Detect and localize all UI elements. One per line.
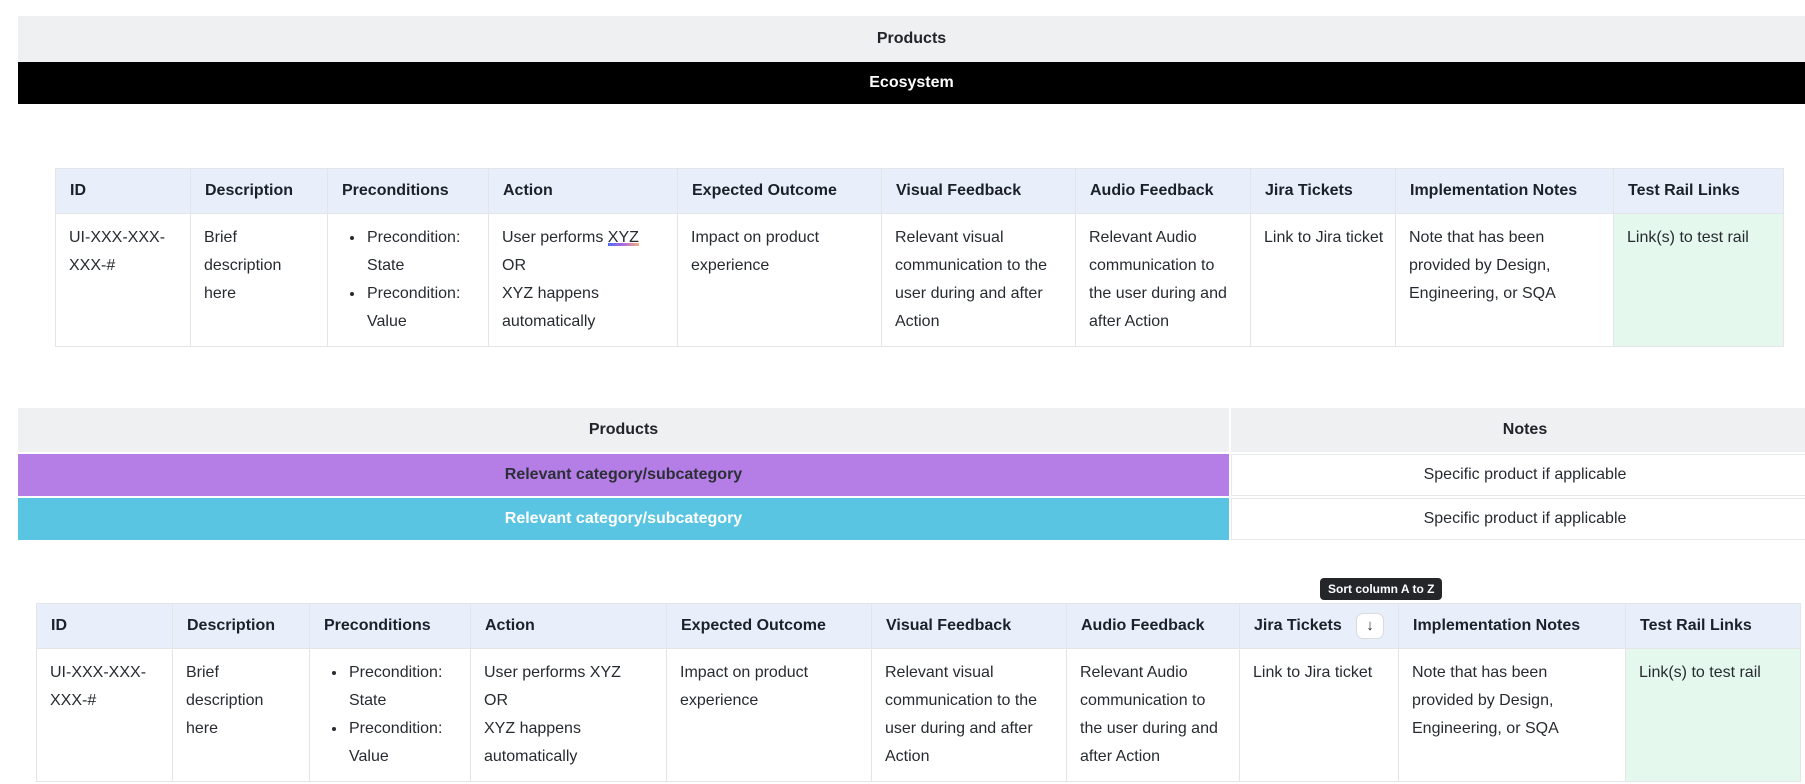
col-header-description: Description [191,169,328,214]
action-alt: XYZ happens automatically [502,285,599,330]
cell-jira-tickets: Link to Jira ticket [1240,649,1399,782]
col-header-implementation-notes: Implementation Notes [1396,169,1614,214]
col-header-action: Action [489,169,678,214]
sort-column-button[interactable]: ↓ [1356,613,1384,639]
category-row-cyan: Relevant category/subcategory [18,498,1229,540]
cell-test-rail-links: Link(s) to test rail [1626,649,1801,782]
preconditions-list: Precondition: State Precondition: Value [341,224,475,336]
category-row-purple: Relevant category/subcategory [18,454,1229,496]
category-products-header: Products [18,408,1229,452]
action-link[interactable]: XYZ [607,229,639,247]
cell-implementation-notes: Note that has been provided by Design, E… [1399,649,1626,782]
action-or: OR [484,692,508,709]
spec-table-top: ID Description Preconditions Action Expe… [55,168,1784,347]
col-header-id: ID [56,169,191,214]
col-header-expected-outcome: Expected Outcome [667,604,872,649]
col-header-jira-tickets: Jira Tickets [1251,169,1396,214]
col-header-preconditions: Preconditions [328,169,489,214]
action-alt: XYZ happens automatically [484,720,581,765]
cell-visual-feedback: Relevant visual communication to the use… [872,649,1067,782]
action-prefix: User performs [502,229,608,246]
col-header-visual-feedback: Visual Feedback [872,604,1067,649]
action-plain-text: XYZ [589,664,621,681]
cell-jira-tickets: Link to Jira ticket [1251,214,1396,347]
sort-arrow-down-icon: ↓ [1366,617,1374,634]
col-header-description: Description [173,604,310,649]
products-banner: Products [18,16,1805,62]
precondition-item: Precondition: State [347,659,457,715]
cell-id: UI-XXX-XXX-XXX-# [37,649,173,782]
action-prefix: User performs [484,664,590,681]
category-table: Products Notes Relevant category/subcate… [18,408,1805,540]
ecosystem-banner-label: Ecosystem [869,74,954,91]
col-header-action: Action [471,604,667,649]
col-header-jira-tickets: Jira Tickets ↓ [1240,604,1399,649]
category-notes-header: Notes [1231,408,1805,452]
col-header-audio-feedback: Audio Feedback [1076,169,1251,214]
category-note-1: Specific product if applicable [1231,454,1805,496]
jira-tickets-label: Jira Tickets [1254,617,1342,634]
col-header-test-rail-links: Test Rail Links [1614,169,1784,214]
cell-description: Brief description here [191,214,328,347]
cell-action: User performs XYZ OR XYZ happens automat… [489,214,678,347]
category-note-2: Specific product if applicable [1231,498,1805,540]
cell-expected-outcome: Impact on product experience [678,214,882,347]
cell-test-rail-links: Link(s) to test rail [1614,214,1784,347]
cell-expected-outcome: Impact on product experience [667,649,872,782]
cell-action: User performs XYZ OR XYZ happens automat… [471,649,667,782]
col-header-expected-outcome: Expected Outcome [678,169,882,214]
col-header-audio-feedback: Audio Feedback [1067,604,1240,649]
cell-visual-feedback: Relevant visual communication to the use… [882,214,1076,347]
col-header-preconditions: Preconditions [310,604,471,649]
col-header-visual-feedback: Visual Feedback [882,169,1076,214]
cell-preconditions: Precondition: State Precondition: Value [328,214,489,347]
cell-description: Brief description here [173,649,310,782]
cell-audio-feedback: Relevant Audio communication to the user… [1076,214,1251,347]
action-or: OR [502,257,526,274]
cell-preconditions: Precondition: State Precondition: Value [310,649,471,782]
col-header-implementation-notes: Implementation Notes [1399,604,1626,649]
cell-id: UI-XXX-XXX-XXX-# [56,214,191,347]
col-header-test-rail-links: Test Rail Links [1626,604,1801,649]
products-banner-label: Products [876,30,947,47]
col-header-id: ID [37,604,173,649]
cell-audio-feedback: Relevant Audio communication to the user… [1067,649,1240,782]
ecosystem-banner: Ecosystem [18,62,1805,104]
precondition-item: Precondition: Value [365,280,475,336]
preconditions-list: Precondition: State Precondition: Value [323,659,457,771]
precondition-item: Precondition: State [365,224,475,280]
sort-tooltip: Sort column A to Z [1320,578,1443,600]
precondition-item: Precondition: Value [347,715,457,771]
cell-implementation-notes: Note that has been provided by Design, E… [1396,214,1614,347]
spec-table-bottom: ID Description Preconditions Action Expe… [36,603,1801,782]
